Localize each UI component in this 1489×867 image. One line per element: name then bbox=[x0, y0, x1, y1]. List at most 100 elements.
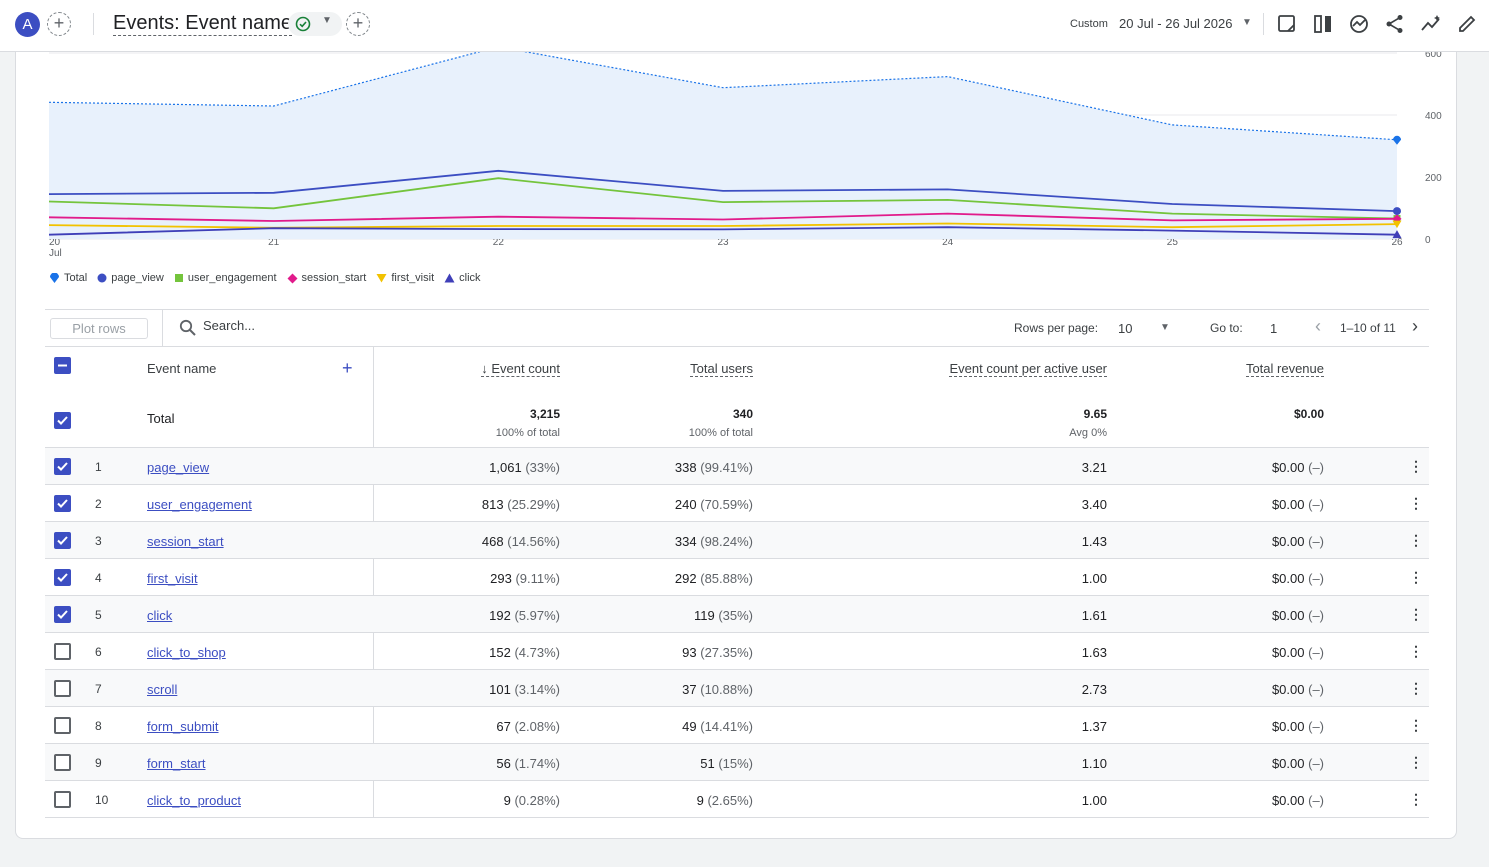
row-checkbox[interactable] bbox=[54, 606, 71, 623]
event-count-value: 9 bbox=[503, 793, 511, 808]
column-header-total-revenue[interactable]: Total revenue bbox=[1245, 361, 1324, 377]
more-vert-icon[interactable]: ⋮ bbox=[1409, 680, 1423, 696]
insights-icon[interactable] bbox=[1348, 13, 1370, 35]
event-name-link[interactable]: click bbox=[147, 608, 173, 623]
more-vert-icon[interactable]: ⋮ bbox=[1409, 606, 1423, 622]
legend-item[interactable]: page_view bbox=[97, 270, 164, 286]
trend-sparkle-icon[interactable] bbox=[1420, 13, 1442, 35]
event-count-cell: 293 (9.11%) bbox=[490, 571, 560, 586]
column-header-event-count[interactable]: ↓ Event count bbox=[481, 361, 560, 377]
search-input[interactable] bbox=[203, 318, 503, 333]
row-checkbox[interactable] bbox=[54, 680, 71, 697]
chevron-down-icon[interactable]: ▼ bbox=[1242, 17, 1252, 28]
event-name-link[interactable]: click_to_shop bbox=[147, 645, 226, 660]
row-checkbox[interactable] bbox=[54, 458, 71, 475]
total-users-pct: (70.59%) bbox=[700, 497, 753, 512]
select-all-checkbox[interactable] bbox=[54, 357, 71, 374]
more-vert-icon[interactable]: ⋮ bbox=[1409, 754, 1423, 770]
chevron-down-icon[interactable]: ▼ bbox=[1160, 322, 1170, 333]
row-checkbox[interactable] bbox=[54, 569, 71, 586]
add-dimension-icon[interactable]: + bbox=[342, 358, 353, 378]
plot-rows-button[interactable]: Plot rows bbox=[50, 318, 148, 339]
event-count-cell: 152 (4.73%) bbox=[489, 645, 560, 660]
edit-comparisons-icon[interactable] bbox=[1276, 13, 1298, 35]
legend-item[interactable]: user_engagement bbox=[174, 270, 277, 286]
row-index: 1 bbox=[95, 460, 102, 474]
table-row: 9 form_start 56 (1.74%) 51 (15%) 1.10 $0.00 (… bbox=[45, 744, 1429, 781]
event-count-cell: 9 (0.28%) bbox=[504, 793, 560, 808]
total-users-pct: (99.41%) bbox=[700, 460, 753, 475]
revenue-cell: $0.00 (–) bbox=[1272, 608, 1324, 623]
table-row: 4 first_visit 293 (9.11%) 292 (85.88%) 1.00 $… bbox=[45, 559, 1429, 596]
more-vert-icon[interactable]: ⋮ bbox=[1409, 791, 1423, 807]
legend-item[interactable]: first_visit bbox=[376, 270, 434, 286]
total-users-cell: 37 (10.88%) bbox=[682, 682, 753, 697]
row-checkbox[interactable] bbox=[54, 532, 71, 549]
total-users-value: 49 bbox=[682, 719, 697, 734]
total-users-cell: 93 (27.35%) bbox=[682, 645, 753, 660]
rows-per-page-select[interactable]: 10 bbox=[1118, 321, 1133, 336]
event-name-link[interactable]: first_visit bbox=[147, 571, 198, 586]
event-name-link[interactable]: click_to_product bbox=[147, 793, 241, 808]
legend-item[interactable]: click bbox=[444, 270, 481, 286]
row-checkbox[interactable] bbox=[54, 754, 71, 771]
report-header: A + Events: Event name ▼ + Custom 20 Jul… bbox=[0, 0, 1489, 52]
total-users-cell: 49 (14.41%) bbox=[682, 719, 753, 734]
revenue-value: $0.00 bbox=[1271, 793, 1305, 808]
compare-columns-icon[interactable] bbox=[1312, 13, 1334, 35]
row-index: 5 bbox=[95, 608, 102, 622]
chevron-left-icon[interactable]: ‹ bbox=[1315, 316, 1321, 336]
event-name-link[interactable]: page_view bbox=[147, 460, 210, 475]
event-count-pct: (0.28%) bbox=[514, 793, 560, 808]
add-comparison-button[interactable]: + bbox=[47, 12, 71, 36]
column-header-event-name[interactable]: Event name bbox=[147, 361, 217, 376]
page-title[interactable]: Events: Event name bbox=[113, 12, 292, 36]
report-status-dropdown[interactable]: ▼ bbox=[288, 12, 342, 36]
event-count-cell: 67 (2.08%) bbox=[496, 719, 560, 734]
event-name-link[interactable]: session_start bbox=[147, 534, 224, 549]
row-checkbox[interactable] bbox=[54, 791, 71, 808]
total-users-cell: 338 (99.41%) bbox=[675, 460, 753, 475]
legend-marker-icon bbox=[376, 273, 387, 283]
per-user-cell: 3.40 bbox=[1081, 497, 1107, 512]
legend-item[interactable]: Total bbox=[49, 270, 87, 286]
event-count-cell: 468 (14.56%) bbox=[482, 534, 560, 549]
event-name-link[interactable]: form_submit bbox=[147, 719, 219, 734]
total-users-value: 51 bbox=[700, 756, 715, 771]
event-count-cell: 56 (1.74%) bbox=[496, 756, 560, 771]
chevron-right-icon[interactable]: › bbox=[1412, 316, 1418, 336]
share-icon[interactable] bbox=[1384, 13, 1406, 35]
column-header-event-count-label: Event count bbox=[491, 361, 560, 376]
event-name-link[interactable]: form_start bbox=[147, 756, 206, 771]
revenue-cell: $0.00 (–) bbox=[1272, 645, 1324, 660]
pencil-icon[interactable] bbox=[1456, 13, 1478, 35]
goto-page-input[interactable]: 1 bbox=[1270, 321, 1278, 336]
dimension-divider bbox=[373, 347, 374, 818]
revenue-pct: (–) bbox=[1308, 719, 1324, 734]
total-users-cell: 51 (15%) bbox=[700, 756, 753, 771]
totals-row: Total 3,215 100% of total 340 100% of to… bbox=[45, 392, 1429, 448]
legend-item[interactable]: session_start bbox=[287, 270, 366, 286]
row-checkbox[interactable] bbox=[54, 717, 71, 734]
more-vert-icon[interactable]: ⋮ bbox=[1409, 643, 1423, 659]
row-checkbox[interactable] bbox=[54, 643, 71, 660]
add-filter-button[interactable]: + bbox=[346, 12, 370, 36]
events-line-chart: 0 200 400 600 20 21 22 23 24 25 26 Jul bbox=[48, 52, 1442, 259]
revenue-value: $0.00 bbox=[1271, 460, 1305, 475]
account-avatar[interactable]: A bbox=[15, 12, 40, 37]
date-range-picker[interactable]: 20 Jul - 26 Jul 2026 bbox=[1119, 16, 1233, 31]
x-tick-label: 20 bbox=[49, 237, 61, 248]
column-header-total-users[interactable]: Total users bbox=[690, 361, 753, 377]
more-vert-icon[interactable]: ⋮ bbox=[1409, 717, 1423, 733]
more-vert-icon[interactable]: ⋮ bbox=[1409, 495, 1423, 511]
totals-checkbox[interactable] bbox=[54, 412, 71, 429]
column-header-event-count-per-user[interactable]: Event count per active user bbox=[949, 361, 1107, 377]
event-name-link[interactable]: scroll bbox=[147, 682, 178, 697]
row-checkbox[interactable] bbox=[54, 495, 71, 512]
event-name-link[interactable]: user_engagement bbox=[147, 497, 252, 512]
event-count-pct: (25.29%) bbox=[507, 497, 560, 512]
per-user-cell: 1.10 bbox=[1081, 756, 1107, 771]
more-vert-icon[interactable]: ⋮ bbox=[1409, 569, 1423, 585]
more-vert-icon[interactable]: ⋮ bbox=[1409, 458, 1423, 474]
more-vert-icon[interactable]: ⋮ bbox=[1409, 532, 1423, 548]
